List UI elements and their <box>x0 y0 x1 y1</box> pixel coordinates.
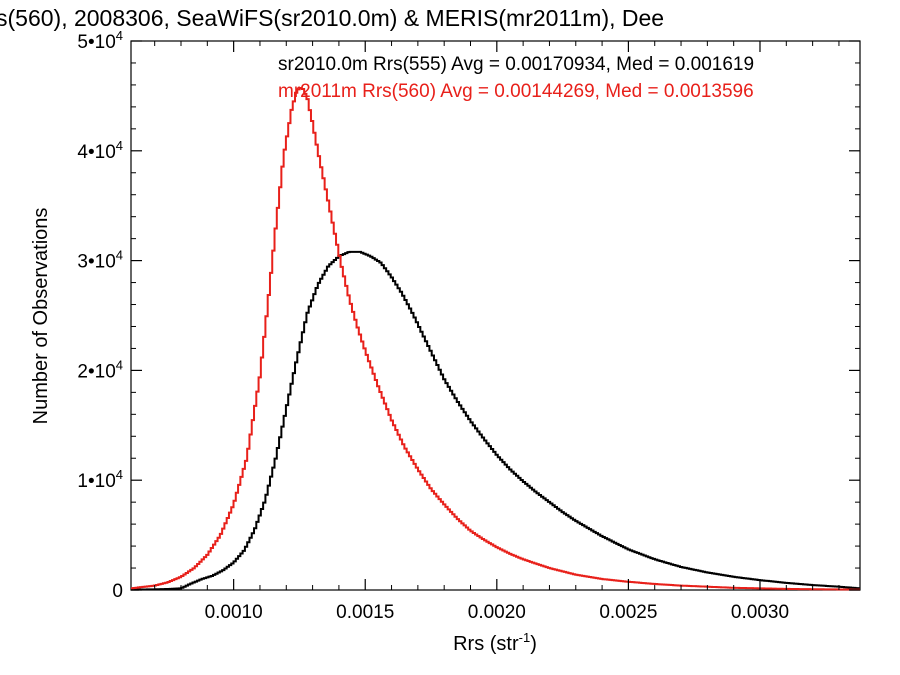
y-tick-label-5: 5•104 <box>77 28 123 53</box>
labels-group: 0.0010 0.0015 0.0020 0.0025 0.0030 0 1•104 2•10… <box>77 28 789 623</box>
x-tick-label-3: 0.0025 <box>599 602 657 623</box>
x-tick-label-2: 0.0020 <box>468 602 526 623</box>
y-tick-label-3: 3•104 <box>77 248 123 273</box>
plot-frame <box>130 40 861 591</box>
y-tick-label-0: 0 <box>112 581 123 602</box>
x-axis-label: Rrs (str-1) <box>453 630 537 655</box>
x-axis-label-text: Rrs (str <box>453 633 519 655</box>
chart-title: s(560), 2008306, SeaWiFS(sr2010.0m) & ME… <box>0 5 664 31</box>
legend-entry-series-1: sr2010.0m Rrs(555) Avg = 0.00170934, Med… <box>278 54 754 75</box>
plot-frame-group <box>130 40 861 591</box>
y-tick-label-4: 4•104 <box>77 138 123 163</box>
series-line-1 <box>131 250 860 591</box>
series-group <box>131 86 860 591</box>
y-tick-label-1: 1•104 <box>77 467 123 492</box>
x-axis-label-close: ) <box>530 633 537 655</box>
x-axis-label-sup: -1 <box>519 630 531 645</box>
series-line-2 <box>131 86 860 591</box>
x-tick-label-0: 0.0010 <box>205 602 263 623</box>
x-tick-label-4: 0.0030 <box>731 602 789 623</box>
ticks-group <box>131 40 860 591</box>
x-tick-label-1: 0.0015 <box>336 602 394 623</box>
y-axis-label: Number of Observations <box>30 208 52 425</box>
legend-entry-series-2: mr2011m Rrs(560) Avg = 0.00144269, Med =… <box>278 81 754 102</box>
y-tick-label-2: 2•104 <box>77 357 123 382</box>
